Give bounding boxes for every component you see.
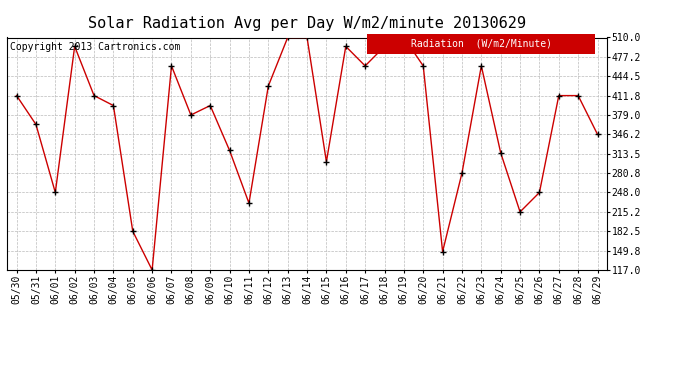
Text: Copyright 2013 Cartronics.com: Copyright 2013 Cartronics.com <box>10 42 180 52</box>
Title: Solar Radiation Avg per Day W/m2/minute 20130629: Solar Radiation Avg per Day W/m2/minute … <box>88 16 526 32</box>
